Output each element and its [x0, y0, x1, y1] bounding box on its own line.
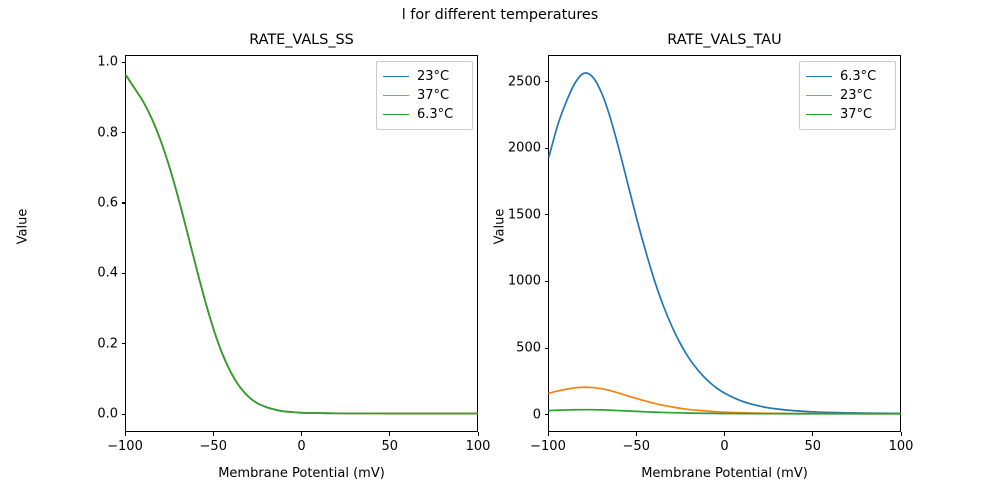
legend-line-swatch — [806, 95, 832, 96]
legend-line-swatch — [383, 95, 409, 96]
xtick-mark — [724, 432, 726, 436]
xtick-label: 100 — [888, 439, 914, 454]
line-series-37C — [548, 408, 901, 415]
ytick-label: 500 — [516, 340, 541, 356]
ytick-mark — [544, 147, 548, 149]
ytick-label: 0.0 — [97, 406, 118, 422]
ytick-mark — [121, 272, 125, 274]
legend-entry[interactable]: 23°C — [806, 86, 889, 105]
xtick-label: 50 — [381, 439, 399, 454]
legend-entry[interactable]: 6.3°C — [383, 105, 466, 124]
legend-entry[interactable]: 6.3°C — [806, 67, 889, 86]
xtick-mark — [900, 432, 902, 436]
legend-label: 23°C — [417, 69, 450, 84]
xlabel-right: Membrane Potential (mV) — [641, 466, 808, 481]
legend-line-swatch — [383, 76, 409, 77]
ytick-mark — [544, 280, 548, 282]
xtick-label: 50 — [804, 439, 822, 454]
line-series-6.3C — [548, 72, 901, 415]
ytick-label: 0.8 — [97, 125, 118, 140]
xtick-label: 0 — [297, 439, 306, 454]
subplot-title-left: RATE_VALS_SS — [249, 32, 354, 48]
legend-entry[interactable]: 23°C — [383, 67, 466, 86]
legend-label: 6.3°C — [417, 107, 454, 122]
xtick-label: 100 — [465, 439, 491, 454]
legend-entry[interactable]: 37°C — [806, 105, 889, 124]
xtick-mark — [389, 432, 391, 436]
xtick-mark — [477, 432, 479, 436]
xtick-label: −50 — [199, 439, 227, 454]
plot-lines-right — [548, 72, 901, 415]
ytick-label: 2500 — [507, 74, 541, 90]
plot-lines-left — [125, 74, 478, 415]
figure-suptitle: l for different temperatures — [401, 7, 599, 23]
xtick-label: −100 — [530, 439, 566, 454]
ytick-mark — [121, 202, 125, 204]
xtick-mark — [635, 432, 637, 436]
legend-label: 37°C — [840, 107, 873, 122]
ytick-mark — [121, 132, 125, 134]
ytick-label: 1000 — [507, 273, 541, 289]
xtick-mark — [301, 432, 303, 436]
ytick-label: 1500 — [507, 207, 541, 223]
xtick-label: 0 — [720, 439, 729, 454]
legend-label: 23°C — [840, 88, 873, 103]
ytick-label: 0.6 — [97, 195, 118, 211]
ytick-label: 1.0 — [97, 54, 118, 70]
xtick-mark — [124, 432, 126, 436]
ytick-label: 0.2 — [97, 336, 118, 352]
ytick-mark — [544, 347, 548, 349]
ytick-mark — [121, 343, 125, 345]
line-series-6.3C — [125, 74, 478, 415]
legend-label: 6.3°C — [840, 69, 877, 84]
ylabel-right: Value — [492, 208, 508, 245]
ytick-label: 0 — [532, 407, 541, 423]
xtick-mark — [547, 432, 549, 436]
legend-left[interactable]: 23°C 37°C 6.3°C — [376, 61, 473, 130]
xlabel-left: Membrane Potential (mV) — [218, 466, 385, 481]
ytick-mark — [121, 413, 125, 415]
ytick-label: 0.4 — [97, 265, 118, 281]
ytick-mark — [544, 214, 548, 216]
legend-line-swatch — [806, 114, 832, 115]
ylabel-left: Value — [15, 208, 31, 245]
subplot-title-right: RATE_VALS_TAU — [667, 32, 782, 48]
ytick-mark — [121, 61, 125, 63]
xtick-mark — [212, 432, 214, 436]
legend-line-swatch — [383, 114, 409, 115]
legend-right[interactable]: 6.3°C 23°C 37°C — [799, 61, 896, 130]
ytick-mark — [544, 414, 548, 416]
xtick-mark — [812, 432, 814, 436]
legend-label: 37°C — [417, 88, 450, 103]
legend-entry[interactable]: 37°C — [383, 86, 466, 105]
ytick-label: 2000 — [507, 140, 541, 156]
ytick-mark — [544, 81, 548, 83]
xtick-label: −50 — [622, 439, 650, 454]
legend-line-swatch — [806, 76, 832, 77]
xtick-label: −100 — [107, 439, 143, 454]
